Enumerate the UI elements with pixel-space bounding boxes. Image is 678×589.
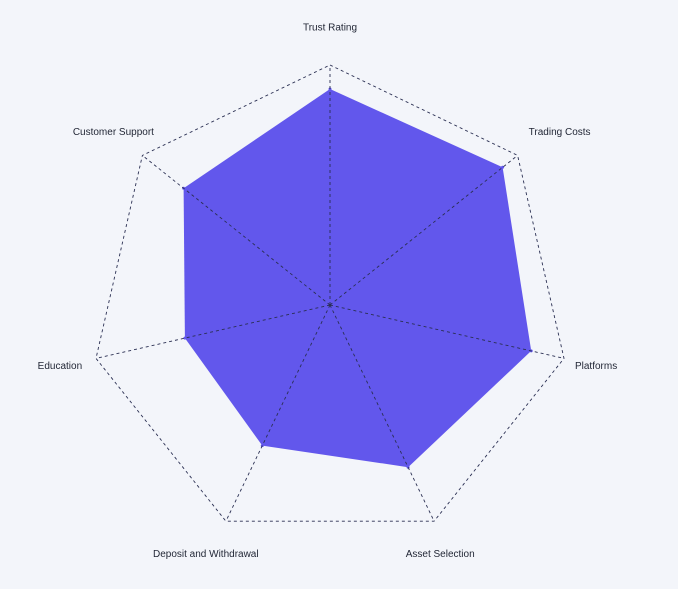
radar-grid-outer-ring [95,64,565,522]
radar-data-layer [182,87,533,469]
radar-spoke-asset-selection [329,304,435,522]
radar-spoke-education [95,304,331,359]
axis-label-asset-selection: Asset Selection [406,549,475,560]
axis-label-trading-costs: Trading Costs [529,127,591,138]
axis-label-deposit-and-withdrawal: Deposit and Withdrawal [153,549,259,560]
radar-grid [95,64,565,522]
axis-label-trust-rating: Trust Rating [303,23,357,34]
radar-spokes [95,65,565,522]
radar-spoke-customer-support [142,155,331,306]
axis-labels: Trust Rating Trading Costs Platforms Asset … [38,23,618,561]
radar-spoke-trading-costs [329,155,518,306]
radar-point-trading-costs [501,165,505,169]
radar-spoke-platforms [329,304,565,359]
axis-label-platforms: Platforms [575,361,617,372]
radar-point-education [183,336,187,340]
radar-spoke-deposit-and-withdrawal [225,304,331,522]
radar-data-area [183,89,532,468]
axis-label-education: Education [38,361,82,372]
axis-label-customer-support: Customer Support [73,127,154,138]
